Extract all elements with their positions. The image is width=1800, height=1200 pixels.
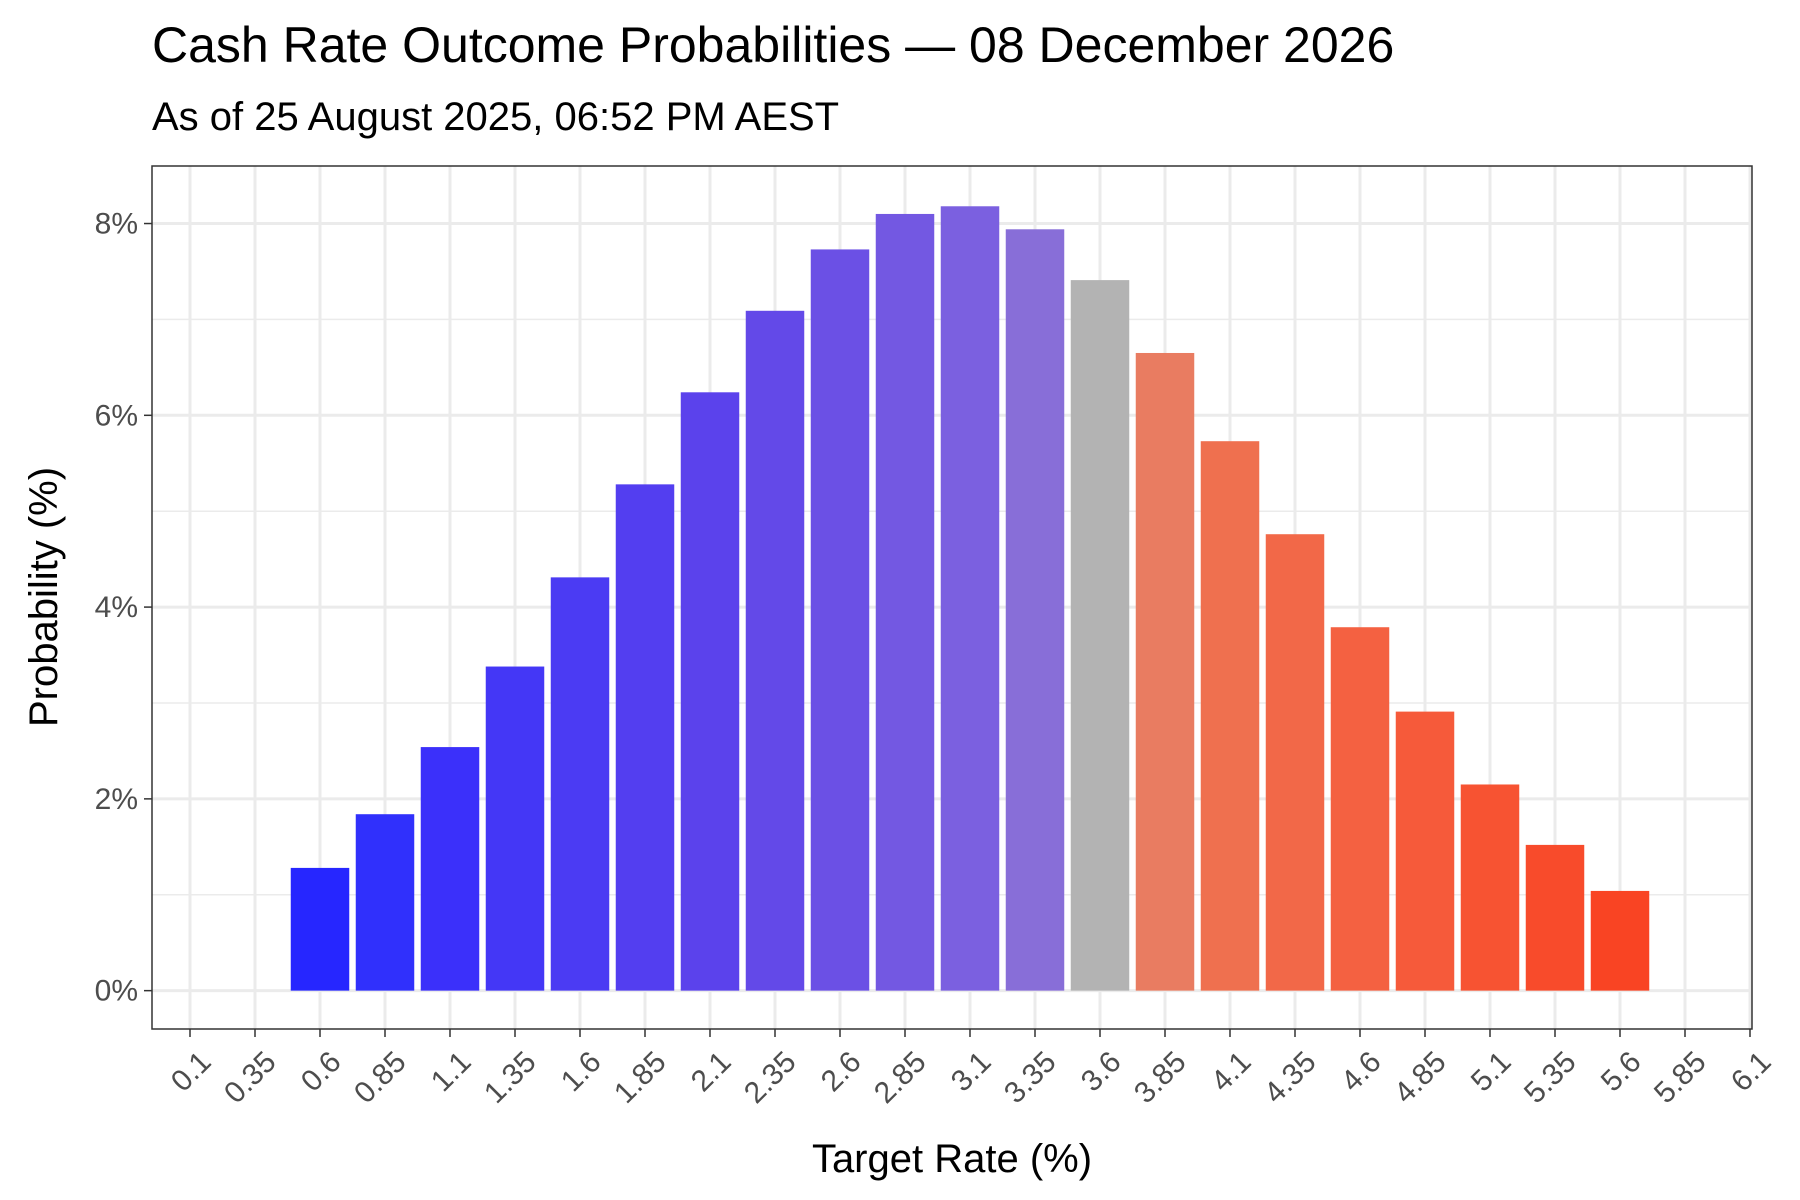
x-tick-label: 4.35 xyxy=(1258,1045,1323,1110)
chart-subtitle: As of 25 August 2025, 06:52 PM AEST xyxy=(152,95,839,139)
x-tick-label: 0.1 xyxy=(165,1045,218,1098)
bar-5.35 xyxy=(1525,844,1585,991)
bar-3.35 xyxy=(1005,229,1065,991)
bar-4.85 xyxy=(1395,711,1455,991)
y-axis-title: Probability (%) xyxy=(22,467,66,727)
bar-2.1 xyxy=(680,392,740,991)
x-tick-label: 6.1 xyxy=(1725,1045,1778,1098)
x-tick-label: 2.35 xyxy=(738,1045,803,1110)
x-tick-label: 4.6 xyxy=(1335,1045,1388,1098)
x-tick-label: 3.6 xyxy=(1075,1045,1128,1098)
bar-2.35 xyxy=(745,310,805,991)
x-tick-label: 4.1 xyxy=(1205,1045,1258,1098)
x-tick-label: 2.85 xyxy=(868,1045,933,1110)
plot-border xyxy=(151,165,1753,1030)
bar-3.1 xyxy=(940,206,1000,991)
bar-1.6 xyxy=(550,577,610,991)
x-axis-ticks: 0.1 0.35 0.6 0.85 1.1 1.35 1.6 1.85 2.1 2.35 2.6 2.… xyxy=(165,1029,1778,1110)
x-tick-label: 3.1 xyxy=(945,1045,998,1098)
x-tick-label: 1.6 xyxy=(555,1045,608,1098)
y-tick-label: 6% xyxy=(95,399,138,432)
x-tick-label: 3.35 xyxy=(998,1045,1063,1110)
chart-title: Cash Rate Outcome Probabilities — 08 Dec… xyxy=(152,17,1394,73)
x-tick-label: 5.35 xyxy=(1518,1045,1583,1110)
bar-5.6 xyxy=(1590,890,1650,991)
x-tick-label: 2.6 xyxy=(815,1045,868,1098)
bar-2.85 xyxy=(875,213,935,991)
bar-1.35 xyxy=(485,666,545,991)
bar-3.6 xyxy=(1070,280,1130,991)
bar-4.35 xyxy=(1265,534,1325,991)
x-tick-label: 1.35 xyxy=(478,1045,543,1110)
bars xyxy=(290,206,1650,991)
x-tick-label: 5.1 xyxy=(1465,1045,1518,1098)
bar-4.1 xyxy=(1200,441,1260,991)
x-tick-label: 4.85 xyxy=(1388,1045,1453,1110)
x-tick-label: 1.85 xyxy=(608,1045,673,1110)
x-tick-label: 0.6 xyxy=(295,1045,348,1098)
bar-5.1 xyxy=(1460,784,1520,991)
y-tick-label: 4% xyxy=(95,591,138,624)
x-tick-label: 0.35 xyxy=(218,1045,283,1110)
y-tick-label: 0% xyxy=(95,975,138,1008)
x-tick-label: 3.85 xyxy=(1128,1045,1193,1110)
bar-0.6 xyxy=(290,867,350,991)
x-tick-label: 1.1 xyxy=(425,1045,478,1098)
x-tick-label: 2.1 xyxy=(685,1045,738,1098)
y-tick-label: 2% xyxy=(95,783,138,816)
x-tick-label: 5.85 xyxy=(1648,1045,1713,1110)
x-tick-label: 0.85 xyxy=(348,1045,413,1110)
x-tick-label: 5.6 xyxy=(1595,1045,1648,1098)
bar-3.85 xyxy=(1135,352,1195,991)
bar-1.1 xyxy=(420,747,480,991)
y-tick-label: 8% xyxy=(95,208,138,241)
bar-1.85 xyxy=(615,484,675,991)
bar-0.85 xyxy=(355,814,415,991)
y-axis-ticks: 0% 2% 4% 6% 8% xyxy=(95,208,152,1008)
x-axis-title: Target Rate (%) xyxy=(812,1137,1092,1181)
bar-4.6 xyxy=(1330,627,1390,991)
bar-2.6 xyxy=(810,249,870,991)
